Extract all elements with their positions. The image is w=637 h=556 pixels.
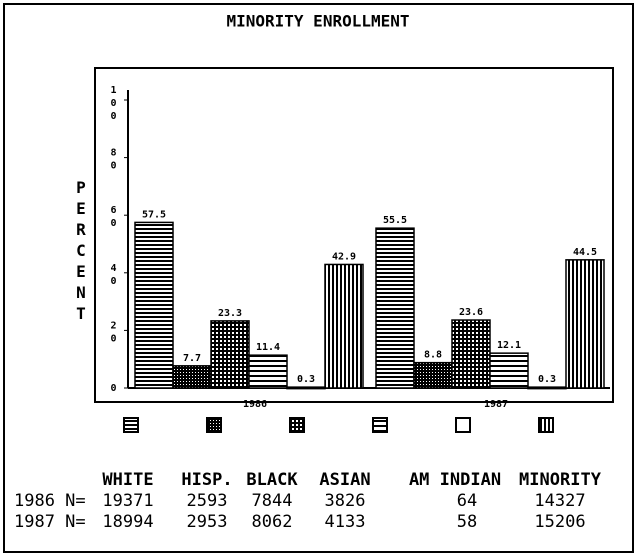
table-cell: 3826 (325, 491, 366, 511)
data-label: 7.7 (183, 353, 201, 364)
bar (413, 361, 453, 389)
row-label: 1986 N= (14, 491, 86, 511)
table-cell: 2953 (187, 512, 228, 532)
table-cell: 18994 (102, 512, 153, 532)
y-tick-label: 80 (108, 148, 119, 174)
legend-swatch (372, 417, 388, 433)
table-cell: 58 (457, 512, 477, 532)
table-cell: 2593 (187, 491, 228, 511)
bar (565, 259, 605, 389)
frame (3, 3, 634, 553)
table-cell: 15206 (534, 512, 585, 532)
bar (248, 354, 288, 389)
data-label: 11.4 (256, 342, 280, 353)
data-label: 0.3 (297, 374, 315, 385)
table-cell: 4133 (325, 512, 366, 532)
y-tick-label: 0 (108, 383, 119, 396)
data-label: 57.5 (142, 209, 166, 220)
legend-swatch (455, 417, 471, 433)
bar (527, 386, 567, 390)
bar (451, 319, 491, 389)
table-cell: 19371 (102, 491, 153, 511)
data-label: 23.6 (459, 307, 483, 318)
y-tick-label: 60 (108, 205, 119, 231)
data-label: 8.8 (424, 350, 442, 361)
table-cell: 14327 (534, 491, 585, 511)
bar (375, 227, 415, 389)
table-header: MINORITY (519, 470, 602, 490)
bar (210, 320, 250, 389)
legend-swatch (538, 417, 554, 433)
table-header: ASIAN (319, 470, 370, 490)
x-tick-label: 1986 (243, 399, 267, 410)
data-label: 55.5 (383, 215, 407, 226)
data-label: 0.3 (538, 374, 556, 385)
table-header: HISP. (181, 470, 232, 490)
table-cell: 7844 (252, 491, 293, 511)
bar (172, 365, 212, 389)
chart-title: MINORITY ENROLLMENT (226, 12, 409, 31)
y-tick-label: 100 (108, 85, 119, 124)
data-label: 42.9 (332, 251, 356, 262)
legend-swatch (206, 417, 222, 433)
table-header: AM INDIAN (409, 470, 501, 490)
legend-swatch (289, 417, 305, 433)
data-label: 23.3 (218, 308, 242, 319)
data-label: 12.1 (497, 340, 521, 351)
bar (489, 352, 529, 389)
plot-frame (94, 67, 614, 403)
data-label: 44.5 (573, 247, 597, 258)
y-tick-label: 20 (108, 320, 119, 346)
bar (286, 386, 326, 390)
bar (324, 263, 364, 389)
table-cell: 8062 (252, 512, 293, 532)
table-header: WHITE (102, 470, 153, 490)
row-label: 1987 N= (14, 512, 86, 532)
bar (134, 221, 174, 389)
table-header: BLACK (246, 470, 298, 490)
y-tick-label: 40 (108, 263, 119, 289)
legend-swatch (123, 417, 139, 433)
x-tick-label: 1987 (484, 399, 508, 410)
y-axis-label: PERCENT (72, 178, 91, 325)
table-cell: 64 (457, 491, 477, 511)
